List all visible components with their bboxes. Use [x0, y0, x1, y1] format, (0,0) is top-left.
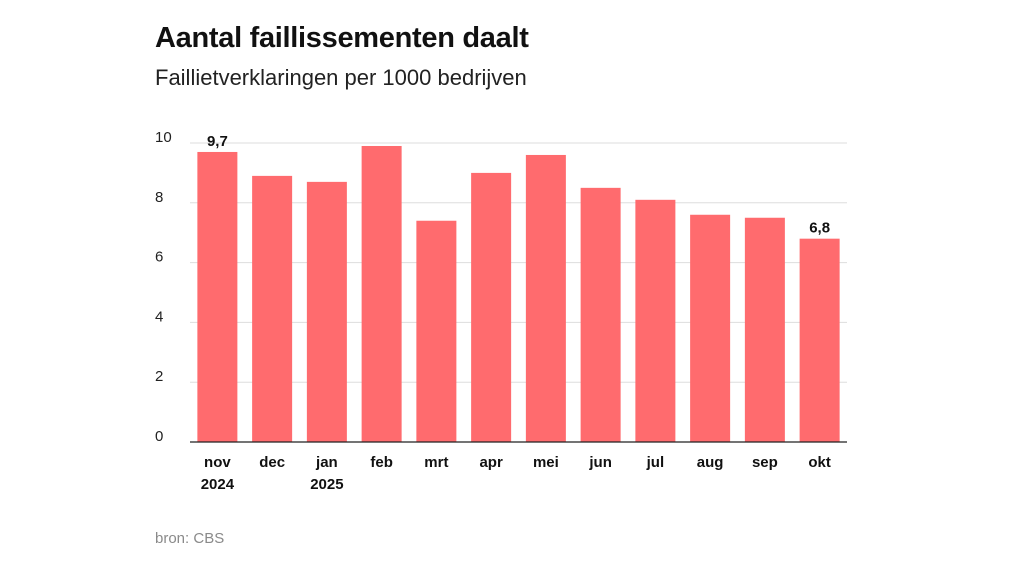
x-tick-label: mei	[533, 454, 559, 471]
bar	[744, 217, 785, 442]
data-labels: 9,7 6,8	[207, 133, 830, 237]
x-tick-label: aug	[697, 454, 724, 471]
bar	[361, 145, 402, 443]
y-tick-label: 8	[155, 189, 163, 206]
x-tick-label: jan	[315, 454, 338, 471]
data-label: 9,7	[207, 133, 228, 150]
y-tick-label: 0	[155, 428, 163, 445]
bar	[252, 175, 293, 442]
x-tick-label: nov	[204, 454, 231, 471]
y-tick-label: 2	[155, 368, 163, 385]
x-tick-label: sep	[752, 454, 778, 471]
x-tick-label: okt	[808, 454, 831, 471]
x-tick-label: apr	[479, 454, 503, 471]
bar	[635, 199, 676, 442]
bar	[580, 187, 621, 442]
y-tick-label: 10	[155, 129, 172, 146]
y-axis-ticks: 0 2 4 6 8 10	[155, 129, 172, 445]
x-tick-label: dec	[259, 454, 285, 471]
gridlines	[190, 142, 847, 383]
source-note: bron: CBS	[155, 530, 225, 547]
chart-subtitle: Faillietverklaringen per 1000 bedrijven	[155, 65, 527, 90]
x-tick-label: 2024	[201, 476, 235, 493]
x-tick-label: mrt	[424, 454, 448, 471]
x-axis-ticks: nov 2024 dec jan 2025 feb mrt apr mei jun jul aug se…	[201, 454, 831, 493]
bar	[416, 220, 457, 442]
y-tick-label: 4	[155, 308, 163, 325]
bar	[306, 181, 347, 442]
x-tick-label: jul	[646, 454, 665, 471]
y-tick-label: 6	[155, 249, 163, 266]
bar	[471, 172, 512, 442]
x-tick-label: jun	[588, 454, 612, 471]
bar	[197, 151, 238, 442]
bar	[690, 214, 731, 442]
x-tick-label: feb	[370, 454, 393, 471]
bar	[799, 238, 840, 442]
bars	[197, 145, 840, 443]
bar	[525, 154, 566, 442]
x-tick-label: 2025	[310, 476, 343, 493]
chart-title: Aantal faillissementen daalt	[155, 22, 529, 54]
data-label: 6,8	[809, 220, 830, 237]
